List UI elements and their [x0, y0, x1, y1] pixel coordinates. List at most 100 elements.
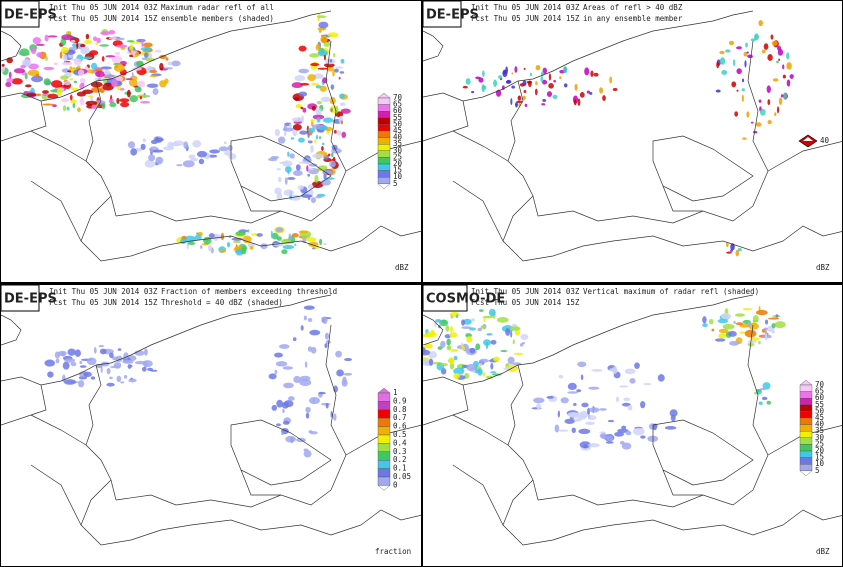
radar-echo	[61, 34, 74, 41]
radar-echo	[274, 352, 283, 358]
legend-cap	[377, 92, 391, 99]
radar-echo	[126, 89, 131, 98]
radar-echo	[634, 362, 640, 369]
radar-echo	[304, 361, 308, 368]
radar-echo	[47, 93, 59, 99]
legend-swatch	[377, 468, 391, 478]
radar-echo	[580, 374, 584, 381]
radar-echo	[577, 361, 587, 368]
radar-echo	[728, 40, 735, 46]
field-description: Maximum radar refl of all	[161, 3, 274, 12]
radar-echo	[294, 243, 297, 246]
radar-echo	[44, 56, 48, 61]
country-border	[230, 135, 332, 202]
radar-echo	[632, 427, 645, 436]
radar-echo	[593, 72, 599, 77]
radar-echo	[482, 372, 486, 377]
radar-echo	[312, 397, 315, 404]
radar-echo	[25, 93, 37, 97]
legend-swatch	[377, 426, 391, 436]
radar-echo	[130, 41, 142, 44]
radar-echo	[319, 238, 323, 246]
radar-echo	[31, 75, 43, 83]
radar-echo	[57, 87, 63, 96]
radar-echo	[448, 357, 455, 365]
radar-echo	[141, 366, 147, 372]
radar-echo	[135, 147, 143, 152]
radar-echo	[277, 176, 282, 183]
radar-echo	[479, 358, 489, 363]
radar-echo	[284, 166, 292, 173]
legend-label: 0.9	[393, 396, 407, 405]
radar-echo	[307, 132, 310, 139]
radar-echo	[128, 78, 138, 87]
radar-echo	[745, 42, 748, 48]
radar-echo	[750, 337, 760, 341]
radar-echo	[140, 143, 146, 150]
radar-echo	[11, 78, 23, 85]
radar-echo	[44, 359, 56, 367]
legend-label: 5	[815, 466, 820, 475]
radar-echo	[108, 36, 118, 40]
radar-echo	[583, 444, 588, 449]
radar-echo	[85, 33, 90, 40]
radar-echo	[297, 185, 304, 190]
radar-echo	[298, 68, 310, 74]
legend-label: 0.5	[393, 430, 407, 439]
radar-echo	[435, 319, 442, 323]
radar-echo	[91, 104, 97, 110]
radar-echo	[101, 55, 105, 62]
radar-echo	[524, 103, 528, 107]
radar-echo	[314, 174, 319, 183]
radar-echo	[765, 333, 768, 341]
legend-swatch	[377, 434, 391, 444]
radar-echo	[449, 332, 458, 338]
legend-swatch	[799, 463, 813, 471]
country-border	[30, 180, 82, 242]
radar-echo	[330, 84, 335, 90]
radar-echo	[755, 122, 762, 127]
radar-echo	[274, 128, 280, 137]
radar-echo	[546, 395, 554, 399]
radar-echo	[715, 89, 721, 93]
legend-label: 10	[815, 459, 825, 468]
radar-echo	[427, 351, 437, 359]
radar-echo	[775, 60, 780, 64]
radar-echo	[62, 361, 70, 370]
radar-echo	[669, 409, 678, 417]
radar-echo	[498, 75, 503, 79]
radar-echo	[576, 413, 587, 420]
radar-echo	[720, 312, 732, 320]
radar-echo	[307, 346, 313, 352]
radar-echo	[231, 237, 243, 241]
country-border	[452, 384, 469, 416]
radar-echo	[640, 400, 646, 409]
radar-echo	[505, 328, 511, 336]
radar-echo	[282, 420, 290, 425]
radar-echo	[739, 323, 750, 328]
radar-echo	[581, 402, 589, 408]
radar-echo	[130, 148, 138, 156]
radar-echo	[180, 238, 187, 244]
legend-swatch	[799, 384, 813, 392]
radar-echo	[339, 71, 345, 74]
radar-echo	[598, 408, 607, 411]
radar-echo	[563, 66, 568, 74]
radar-echo	[287, 169, 290, 175]
radar-echo	[747, 342, 755, 347]
country-border	[747, 324, 769, 491]
radar-echo	[571, 427, 576, 434]
radar-echo	[536, 403, 542, 410]
radar-echo	[86, 357, 97, 366]
radar-echo	[223, 141, 227, 145]
radar-echo	[289, 153, 295, 159]
radar-echo	[587, 443, 600, 448]
radar-echo	[325, 402, 329, 409]
radar-echo	[747, 340, 757, 344]
country-border	[85, 364, 117, 501]
legend-label: 40	[815, 420, 825, 429]
radar-echo	[146, 83, 159, 88]
radar-echo	[128, 378, 137, 383]
radar-echo	[260, 243, 268, 250]
